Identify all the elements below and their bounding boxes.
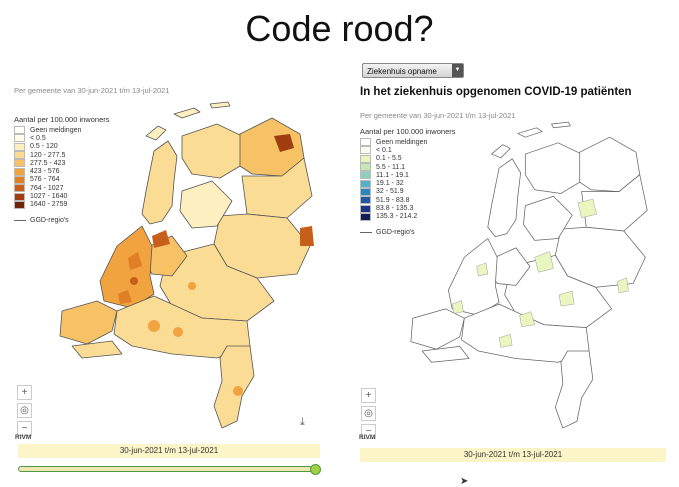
- left-legend-swatch: [14, 142, 25, 151]
- left-legend-item: 423 - 576: [14, 167, 109, 176]
- chevron-down-icon: ▼: [452, 64, 463, 77]
- right-legend-label: 83.8 - 135.3: [376, 205, 414, 213]
- left-legend-item: 576 - 764: [14, 175, 109, 184]
- netherlands-cases-map[interactable]: [42, 96, 332, 436]
- left-map-subtitle: Per gemeente van 30-jun-2021 t/m 13-jul-…: [14, 86, 170, 95]
- left-legend-label: 1640 - 2759: [30, 201, 68, 209]
- mouse-cursor-icon: ➤: [460, 476, 469, 487]
- left-legend-swatch: [14, 134, 25, 143]
- right-legend-label: 5.5 - 11.1: [376, 163, 406, 171]
- left-legend-title: Aantal per 100.000 inwoners: [14, 115, 110, 124]
- right-legend-item: 51.9 - 83.8: [360, 196, 455, 205]
- left-date-bar: 30-jun-2021 t/m 13-jul-2021: [18, 444, 320, 458]
- left-legend-swatch: [14, 167, 25, 176]
- right-legend-label: Geen meldingen: [376, 138, 428, 146]
- left-legend-swatch: [14, 159, 25, 168]
- netherlands-hospital-map[interactable]: [394, 116, 666, 436]
- right-legend-item: 135.3 - 214.2: [360, 212, 455, 221]
- left-legend-item: 0.5 - 120: [14, 142, 109, 151]
- zoom-in-button[interactable]: +: [17, 385, 32, 400]
- left-legend-item: 764 - 1027: [14, 184, 109, 193]
- left-legend-item: Geen meldingen: [14, 126, 109, 135]
- download-icon[interactable]: ⤓: [300, 416, 305, 428]
- right-legend-swatch: [360, 146, 371, 155]
- right-legend-label: 19.1 - 32: [376, 180, 404, 188]
- left-legend-label: 576 - 764: [30, 176, 60, 184]
- right-legend-title: Aantal per 100.000 inwoners: [360, 127, 456, 136]
- right-legend: Aantal per 100.000 inwoners Geen melding…: [360, 127, 455, 236]
- left-legend-swatch: [14, 126, 25, 135]
- left-legend-label: < 0.5: [30, 134, 46, 142]
- left-ggd-label: GGD-regio's: [30, 216, 69, 224]
- right-legend-item: Geen meldingen: [360, 138, 455, 147]
- left-legend-swatch: [14, 184, 25, 193]
- right-legend-item: 19.1 - 32: [360, 179, 455, 188]
- left-legend-label: 120 - 277.5: [30, 151, 66, 159]
- left-legend-swatch: [14, 192, 25, 201]
- right-legend-item: 83.8 - 135.3: [360, 204, 455, 213]
- left-legend-item: 277.5 - 423: [14, 159, 109, 168]
- right-ggd-label: GGD-regio's: [376, 228, 415, 236]
- left-legend-label: 277.5 - 423: [30, 159, 66, 167]
- right-legend-swatch: [360, 212, 371, 221]
- right-legend-swatch: [360, 171, 371, 180]
- right-legend-label: 51.9 - 83.8: [376, 196, 410, 204]
- right-legend-label: 0.1 - 5.5: [376, 155, 402, 163]
- right-legend-item: 32 - 51.9: [360, 187, 455, 196]
- date-slider-handle[interactable]: [310, 464, 321, 475]
- right-legend-label: 11.1 - 19.1: [376, 171, 409, 179]
- left-legend-label: 764 - 1027: [30, 184, 64, 192]
- right-legend-swatch: [360, 163, 371, 172]
- right-date-bar: 30-jun-2021 t/m 13-jul-2021: [360, 448, 666, 462]
- date-slider-track[interactable]: [18, 466, 316, 472]
- right-legend-swatch: [360, 204, 371, 213]
- left-legend-label: 0.5 - 120: [30, 143, 58, 151]
- right-legend-item: < 0.1: [360, 146, 455, 155]
- right-legend-label: 135.3 - 214.2: [376, 213, 418, 221]
- right-legend-item: 0.1 - 5.5: [360, 154, 455, 163]
- left-zoom-controls: + ◎ −: [17, 385, 32, 439]
- slide-title: Code rood?: [245, 8, 434, 49]
- right-legend-swatch: [360, 196, 371, 205]
- right-legend-swatch: [360, 179, 371, 188]
- left-legend-label: 1027 - 1640: [30, 193, 68, 201]
- right-legend-swatch: [360, 154, 371, 163]
- reset-view-button[interactable]: ◎: [17, 403, 32, 418]
- left-legend-item: 1640 - 2759: [14, 200, 109, 209]
- zoom-out-button[interactable]: −: [17, 421, 32, 436]
- metric-dropdown[interactable]: Ziekenhuis opname ▼: [362, 63, 464, 78]
- left-source-label: RIVM: [15, 434, 32, 441]
- right-source-label: RIVM: [359, 434, 376, 441]
- left-legend-label: Geen meldingen: [30, 126, 82, 134]
- right-legend-label: < 0.1: [376, 146, 392, 154]
- right-legend-label: 32 - 51.9: [376, 188, 404, 196]
- right-map-subtitle: Per gemeente van 30-jun-2021 t/m 13-jul-…: [360, 111, 516, 120]
- right-legend-swatch: [360, 187, 371, 196]
- right-ggd-line-legend: GGD-regio's: [360, 229, 455, 236]
- left-legend-item: < 0.5: [14, 134, 109, 143]
- right-reset-view-button[interactable]: ◎: [361, 406, 376, 421]
- left-legend-label: 423 - 576: [30, 168, 60, 176]
- left-ggd-line-legend: GGD-regio's: [14, 217, 109, 224]
- left-legend: Aantal per 100.000 inwoners Geen melding…: [14, 115, 109, 224]
- left-legend-swatch: [14, 200, 25, 209]
- right-zoom-in-button[interactable]: +: [361, 388, 376, 403]
- right-legend-swatch: [360, 138, 371, 147]
- metric-dropdown-value: Ziekenhuis opname: [367, 67, 437, 76]
- hospital-map-panel: Ziekenhuis opname ▼ In het ziekenhuis op…: [356, 63, 668, 482]
- left-legend-item: 120 - 277.5: [14, 151, 109, 160]
- cases-map-panel: Per gemeente van 30-jun-2021 t/m 13-jul-…: [12, 78, 330, 482]
- right-legend-item: 11.1 - 19.1: [360, 171, 455, 180]
- left-legend-swatch: [14, 151, 25, 160]
- left-legend-item: 1027 - 1640: [14, 192, 109, 201]
- right-legend-item: 5.5 - 11.1: [360, 163, 455, 172]
- right-zoom-controls: + ◎ −: [361, 388, 376, 442]
- left-legend-swatch: [14, 175, 25, 184]
- right-zoom-out-button[interactable]: −: [361, 424, 376, 439]
- right-map-title: In het ziekenhuis opgenomen COVID-19 pat…: [360, 86, 632, 98]
